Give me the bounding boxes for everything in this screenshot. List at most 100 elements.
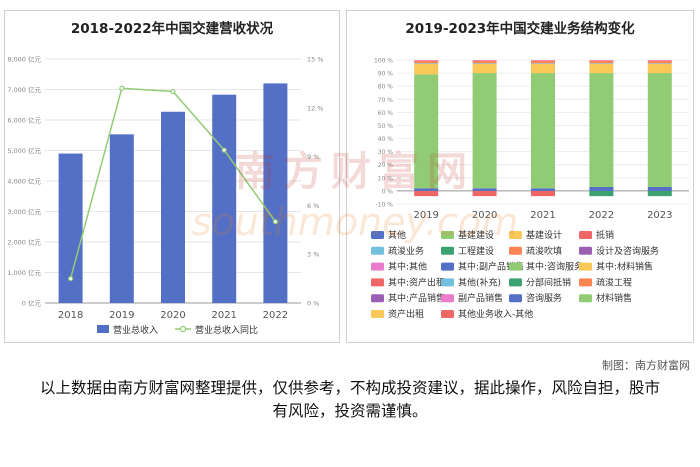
y-right-tick-label: 15 % [307,56,324,64]
structure-chart-svg: -10 % 0 % 10 % 20 % 30 % 40 % 50 % 60 % 70 % 80 %… [371,58,689,320]
revenue-bar [212,94,237,303]
legend-swatch [509,262,522,271]
x-tick-label: 2020 [160,310,185,321]
legend-swatch [441,310,454,318]
segment-bar [589,190,614,197]
y-tick-label: 20 % [378,162,394,169]
legend-label: 设计及咨询服务 [596,245,659,257]
legend-swatch [509,278,522,287]
segment-bar [414,60,439,61]
y-right-tick-label: 0 % [307,300,319,308]
svg-text:southmoney.com: southmoney.com [192,200,519,244]
segment-bar [414,63,439,64]
y-left-tick-label: 4,000 亿元 [7,177,41,186]
legend-swatch [579,262,592,271]
y-left-tick-label: 8,000 亿元 [7,55,41,64]
y-left-tick-label: 6,000 亿元 [7,116,41,125]
segment-bar [589,63,614,74]
y-tick-label: 100 % [374,58,393,65]
segment-bar [414,63,439,75]
legend-label: 其中:产品销售 [388,292,445,304]
x-tick-label: 2020 [472,210,497,221]
segment-bar [647,60,672,61]
y-tick-label: 50 % [378,123,394,130]
y-tick-label: 80 % [378,84,394,91]
legend-swatch [371,262,384,271]
segment-bar [414,60,439,64]
x-tick-label: 2019 [109,310,134,321]
segment-bar [531,60,555,61]
chart-credit: 制图：南方财富网 [602,359,690,372]
y-tick-label: 60 % [378,110,394,117]
y-tick-label: 70 % [378,97,394,104]
segment-bar [531,73,555,189]
structure-chart-panel: 2019-2023年中国交建业务结构变化 -10 % 0 % 10 % 20 % 30 … [346,10,694,343]
legend-label: 其他 [388,229,406,241]
x-tick-label: 2023 [647,210,672,221]
segment-bar [647,60,672,64]
segment-bar [472,60,497,61]
legend-label: 疏浚工程 [596,276,632,288]
segment-bar [472,60,497,64]
legend-swatch [509,294,522,303]
legend-swatch [579,231,592,239]
legend-swatch [371,231,384,239]
legend-swatch [509,231,522,239]
legend-swatch-revenue [97,325,109,333]
yoy-growth-point [119,85,125,91]
x-tick-label: 2021 [211,310,236,321]
legend-label: 资产出租 [388,308,424,320]
y-tick-label: 30 % [378,149,394,156]
x-tick-label: 2022 [263,310,288,321]
segment-bar [647,73,672,187]
y-right-tick-label: 6 % [307,202,319,210]
segment-bar [531,60,555,64]
segment-bar [589,73,614,187]
revenue-chart-svg: 0 亿元 1,000 亿元 2,000 亿元 3,000 亿元 4,000 亿元 5,00… [7,55,324,337]
revenue-chart-title: 2018-2022年中国交建营收状况 [70,21,274,37]
legend-label: 工程建设 [458,245,494,257]
segment-bar [414,188,439,191]
legend-swatch [371,278,384,287]
y-tick-label: 40 % [378,136,394,143]
y-tick-label: 90 % [378,71,394,78]
legend-label: 副产品销售 [458,292,503,304]
y-left-tick-label: 0 亿元 [22,299,42,308]
y-tick-label: -10 % [376,202,394,209]
segment-bar [647,190,672,197]
legend-label: 其中:材料销售 [596,261,653,273]
segment-bar [589,60,614,64]
legend-label: 其他(补充) [458,276,501,288]
revenue-chart-panel: 2018-2022年中国交建营收状况 0 亿元 1,000 亿元 2,000 亿元 3… [4,10,340,343]
y-left-tick-label: 2,000 亿元 [7,238,41,247]
x-tick-label: 2021 [530,210,555,221]
yoy-growth-point [67,276,74,282]
legend-label: 材料销售 [596,292,632,304]
segment-bar [472,63,497,74]
segment-bar [472,188,497,191]
segment-bar [589,60,614,61]
y-tick-label: 0 % [382,188,394,195]
segment-bar [531,188,555,191]
legend-swatch [579,294,592,303]
legend-swatch [441,231,454,239]
legend-label: 抵销 [596,229,614,241]
legend-swatch [371,310,384,318]
svg-text:南方财富网: 南方财富网 [235,149,475,195]
legend-swatch [509,246,522,255]
x-tick-label: 2019 [413,210,438,221]
segment-bar [531,63,555,64]
revenue-bar [263,83,288,304]
watermark-logo: 南方财富网 southmoney.com [192,149,519,244]
segment-bar [414,190,439,197]
legend-label: 疏浚吹填 [526,245,562,257]
segment-bar [414,74,439,189]
legend-label: 基建建设 [458,229,494,241]
legend-label: 其中:资产出租 [388,276,445,288]
segment-bar [531,63,555,74]
legend-label-yoy: 营业总收入同比 [195,324,258,336]
y-right-tick-label: 12 % [307,104,324,112]
y-left-tick-label: 3,000 亿元 [7,207,41,216]
y-left-tick-label: 5,000 亿元 [7,146,41,155]
legend-label: 其他业务收入-其他 [458,308,533,320]
